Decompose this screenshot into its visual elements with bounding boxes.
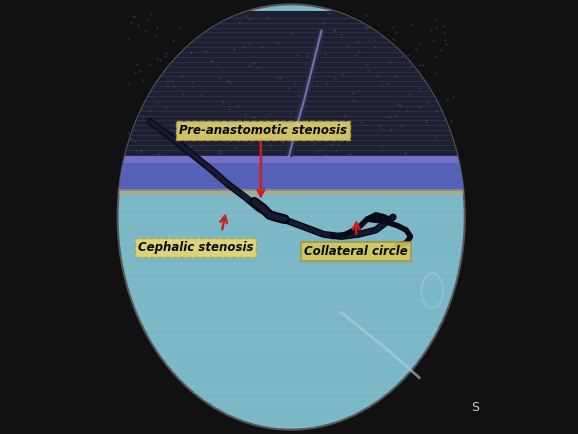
Text: Cephalic stenosis: Cephalic stenosis: [138, 241, 253, 254]
Ellipse shape: [117, 4, 465, 430]
Bar: [117, 156, 465, 163]
Bar: [117, 189, 465, 195]
Text: S: S: [472, 401, 480, 414]
Bar: [113, 11, 469, 164]
Bar: [117, 156, 465, 191]
Text: Collateral circle: Collateral circle: [305, 245, 408, 258]
Text: Pre-anastomotic stenosis: Pre-anastomotic stenosis: [179, 124, 347, 137]
